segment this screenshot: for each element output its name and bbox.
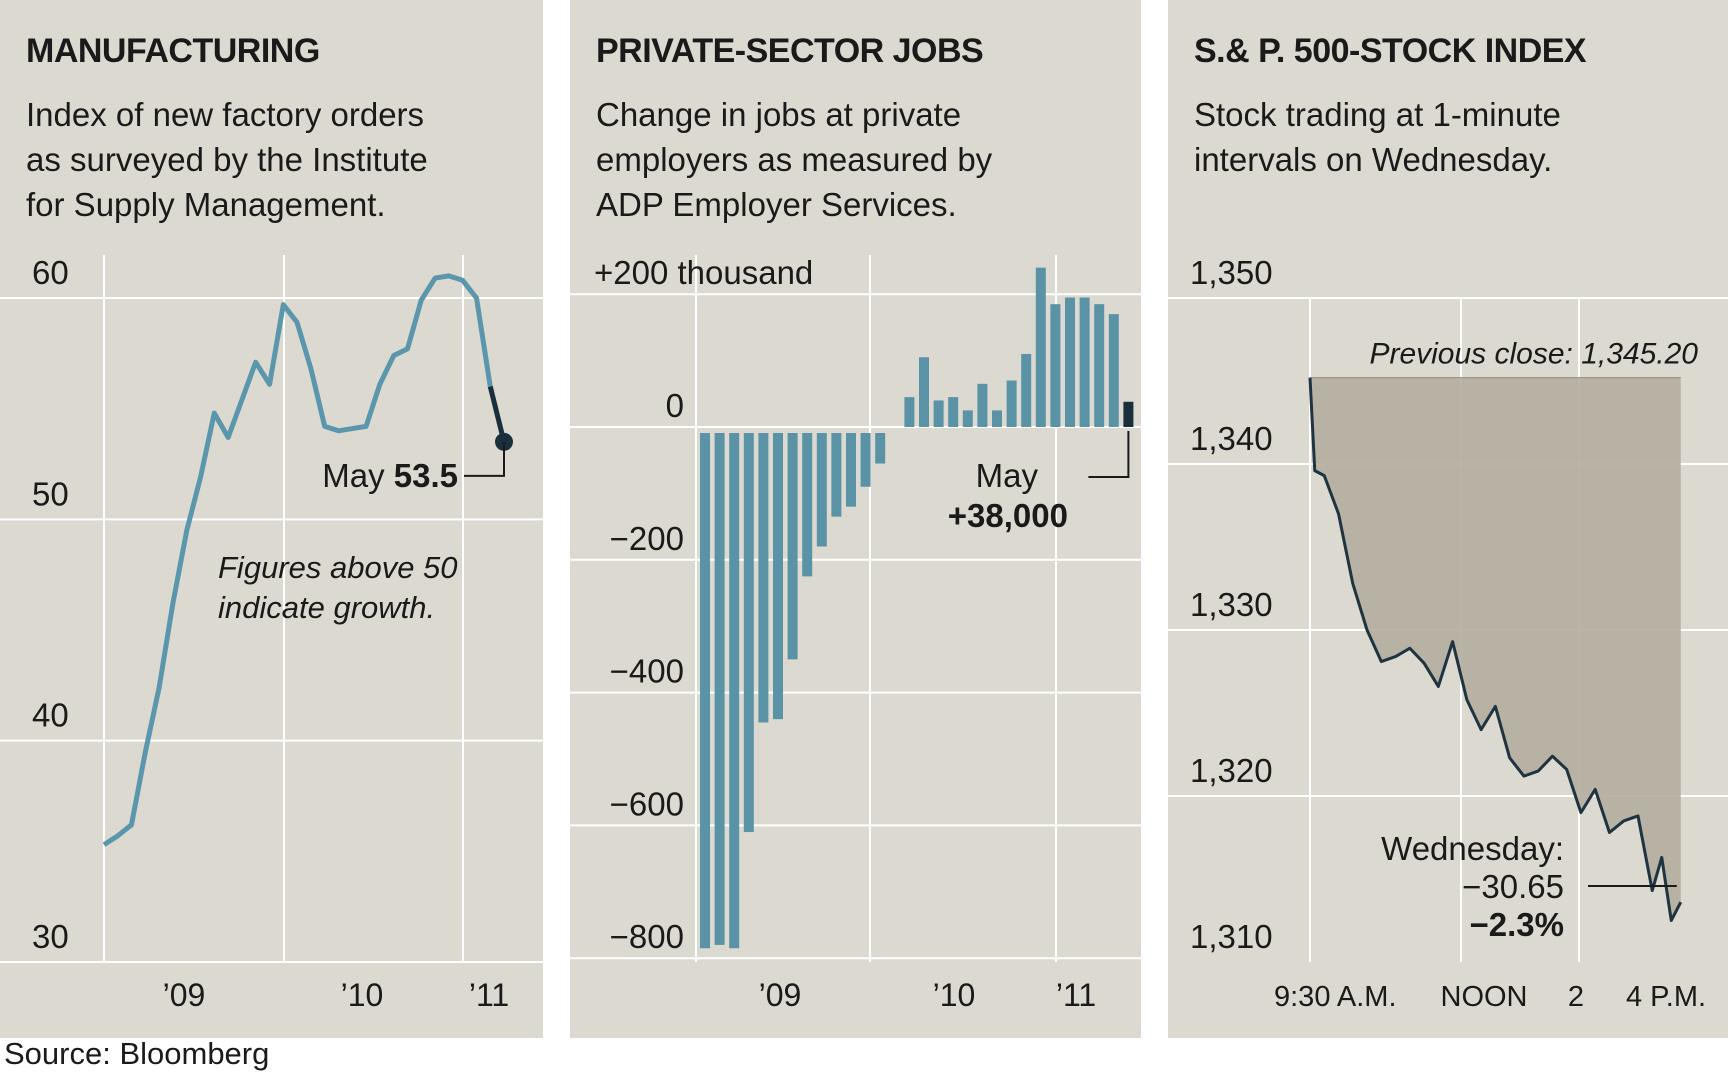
x-tick-label: ’11 (1056, 977, 1096, 1013)
bar (1079, 297, 1090, 427)
x-tick-label: 9:30 A.M. (1274, 981, 1397, 1013)
bar (787, 433, 798, 660)
y-tick-label: 1,320 (1190, 752, 1273, 789)
bar (933, 400, 944, 427)
bar (860, 433, 871, 487)
bar (875, 433, 886, 464)
manufacturing-subtitle: Index of new factory orders as surveyed … (26, 96, 428, 223)
callout-leader (1088, 431, 1130, 478)
bar (1006, 380, 1017, 427)
bar (729, 433, 740, 949)
y-tick-label: 50 (32, 475, 69, 512)
y-tick-label: −600 (610, 785, 684, 822)
bar (992, 410, 1002, 427)
bar (919, 357, 929, 427)
bar (1035, 267, 1046, 427)
manufacturing-panel: MANUFACTURING Index of new factory order… (0, 0, 543, 1038)
bar (977, 383, 988, 427)
may-callout-value: +38,000 (948, 497, 1068, 534)
sp500-subtitle: Stock trading at 1-minute intervals on W… (1194, 96, 1561, 178)
x-tick-label: NOON (1441, 981, 1528, 1013)
y-tick-label: 30 (32, 918, 69, 955)
x-tick-label: ’10 (341, 977, 384, 1013)
jobs-title: PRIVATE-SECTOR JOBS (596, 32, 984, 70)
bar (758, 433, 769, 723)
latest-bar (1123, 401, 1134, 427)
bar (1094, 304, 1105, 427)
bar (904, 397, 915, 427)
day-change-percent: −2.3% (1470, 906, 1565, 943)
x-tick-label: ’11 (469, 977, 509, 1013)
previous-close-label: Previous close: 1,345.20 (1369, 338, 1698, 371)
y-tick-label: 0 (666, 387, 684, 424)
y-tick-label: −200 (610, 520, 684, 557)
x-tick-label: ’09 (759, 977, 802, 1013)
may-callout: May 53.5 (322, 457, 458, 494)
bar (802, 433, 813, 577)
y-tick-label: −800 (610, 918, 684, 955)
y-tick-label: 40 (32, 697, 69, 734)
bar (1108, 314, 1119, 427)
series-line (1308, 377, 1683, 922)
x-tick-label: ’10 (933, 977, 976, 1013)
may-callout-label: May (976, 457, 1039, 494)
series-line (102, 273, 493, 847)
bar (700, 433, 710, 949)
jobs-panel: PRIVATE-SECTOR JOBS Change in jobs at pr… (570, 0, 1141, 1038)
day-change-points: −30.65 (1462, 868, 1564, 905)
bar (773, 433, 783, 720)
bar (816, 433, 827, 547)
y-tick-label: 1,330 (1190, 586, 1273, 623)
callout-leader (464, 441, 505, 477)
bar (743, 433, 754, 833)
y-tick-label: 1,310 (1190, 918, 1273, 955)
source-note: Source: Bloomberg (4, 1036, 270, 1071)
bar (1021, 353, 1032, 427)
x-tick-label: ’09 (163, 977, 206, 1013)
loss-area (1310, 377, 1681, 921)
latest-segment (487, 385, 507, 443)
bar (962, 410, 973, 427)
x-tick-label: 2 (1568, 981, 1584, 1013)
sp500-title: S.& P. 500-STOCK INDEX (1194, 32, 1587, 70)
bar (1050, 304, 1061, 427)
bar (948, 397, 959, 427)
manufacturing-title: MANUFACTURING (26, 32, 320, 70)
bar (831, 433, 842, 517)
growth-note: Figures above 50 indicate growth. (218, 550, 458, 625)
jobs-subtitle: Change in jobs at private employers as m… (596, 96, 993, 223)
y-tick-label: 1,340 (1190, 420, 1273, 457)
bar (1065, 297, 1075, 427)
y-tick-label: −400 (610, 653, 684, 690)
x-tick-label: 4 P.M. (1626, 981, 1706, 1013)
bar (714, 433, 725, 945)
jobs-chart: +200 thousand 0 −200 −400 −600 −800 ’09 ’10 ’11 M… (570, 254, 1141, 1013)
y-tick-label: 60 (32, 254, 69, 291)
manufacturing-chart: 60 50 40 30 ’09 ’10 ’11 May 53.5 Figures above 5… (0, 254, 543, 1013)
y-tick-label: 1,350 (1190, 254, 1273, 291)
y-tick-label: +200 thousand (594, 254, 813, 291)
sp500-panel: S.& P. 500-STOCK INDEX Stock trading at … (1168, 0, 1728, 1038)
day-change-label: Wednesday: (1381, 830, 1564, 867)
bar (846, 433, 856, 507)
